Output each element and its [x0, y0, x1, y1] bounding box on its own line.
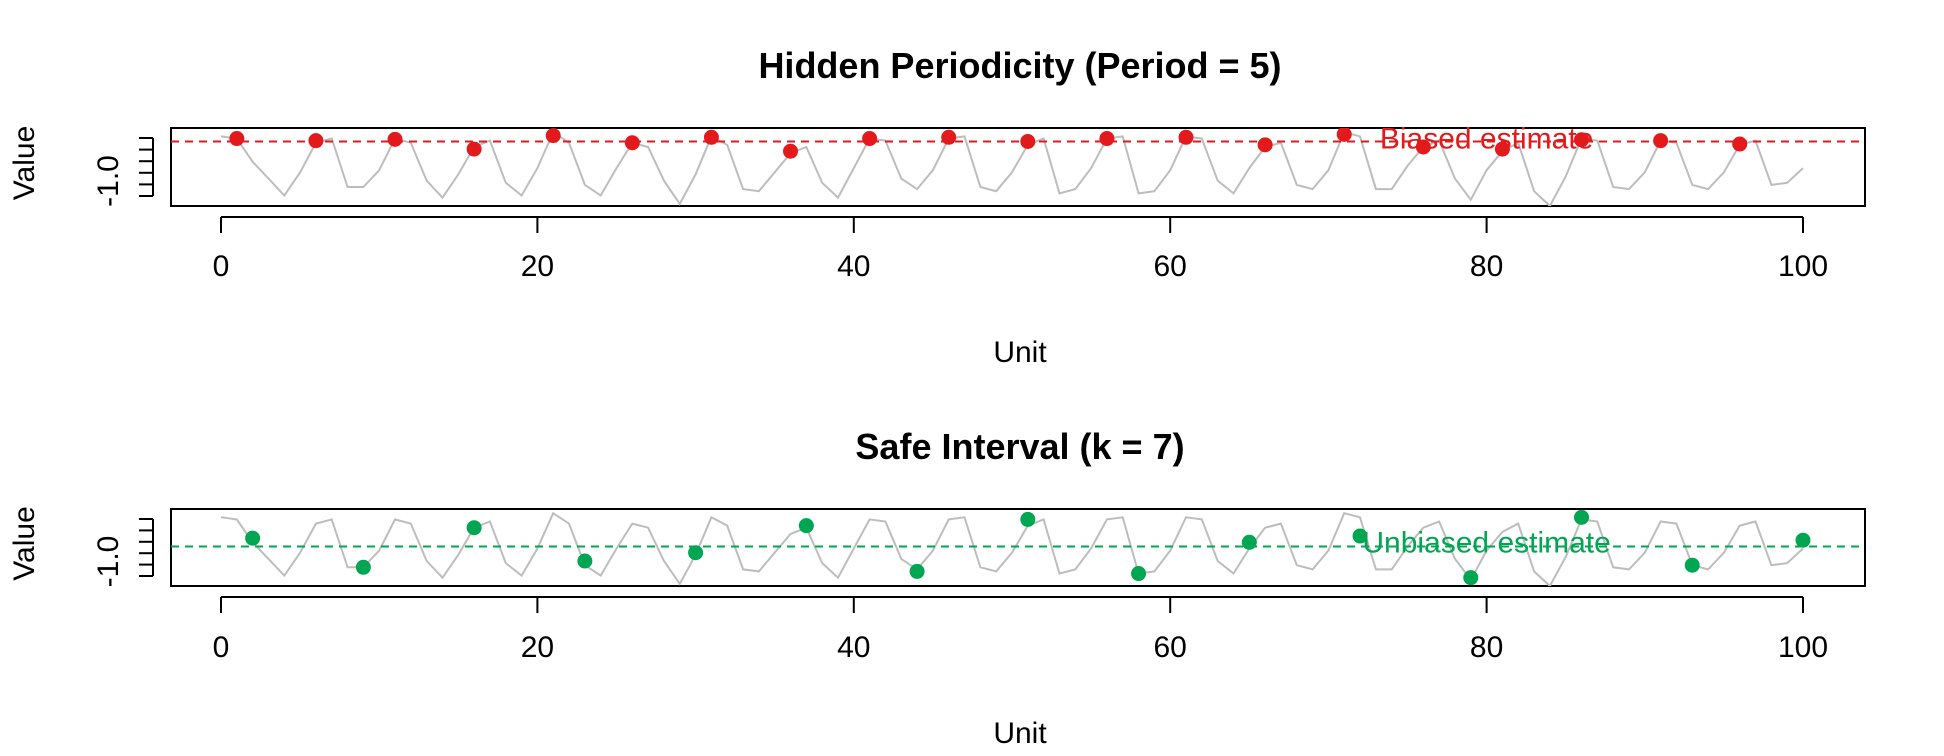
x-tick-label: 80	[1470, 631, 1503, 664]
x-tick-label: 20	[521, 631, 554, 664]
data-point	[909, 563, 925, 579]
plot-area	[171, 128, 1865, 206]
x-tick-label: 0	[213, 250, 230, 283]
data-point	[1178, 129, 1194, 145]
x-tick-label: 20	[521, 250, 554, 283]
data-point	[1415, 139, 1431, 155]
x-tick-label: 60	[1154, 631, 1187, 664]
data-point	[1684, 557, 1700, 573]
y-tick-label: -1.0	[92, 536, 125, 588]
x-tick-label: 40	[837, 250, 870, 283]
data-point	[1352, 528, 1368, 544]
data-point	[1494, 141, 1510, 157]
estimate-annotation: Biased estimate	[1380, 123, 1593, 156]
y-axis-label: Value	[8, 126, 41, 201]
data-point	[1574, 132, 1590, 148]
data-point	[308, 133, 324, 149]
data-point	[1795, 532, 1811, 548]
data-point	[355, 559, 371, 575]
x-tick-label: 100	[1778, 631, 1828, 664]
data-point	[862, 131, 878, 147]
data-point	[545, 128, 561, 144]
data-point	[1020, 133, 1036, 149]
estimate-annotation: Unbiased estimate	[1362, 526, 1610, 559]
x-axis-label: Unit	[993, 717, 1047, 750]
x-tick-label: 0	[213, 631, 230, 664]
y-tick-label: -1.0	[92, 155, 125, 207]
data-point	[1131, 566, 1147, 582]
data-point	[466, 520, 482, 536]
plot-area	[171, 509, 1865, 586]
data-point	[229, 131, 245, 147]
data-point	[1099, 131, 1115, 147]
data-point	[577, 553, 593, 569]
data-point	[1336, 128, 1352, 142]
data-point	[1732, 136, 1748, 152]
x-tick-label: 60	[1154, 250, 1187, 283]
chart-title: Hidden Periodicity (Period = 5)	[758, 45, 1281, 86]
data-point	[783, 143, 799, 159]
data-point	[466, 141, 482, 157]
data-point	[1574, 509, 1590, 525]
x-axis-label: Unit	[993, 336, 1047, 369]
plot-frame	[170, 508, 1866, 587]
series-line	[220, 511, 1804, 586]
data-point	[1257, 137, 1273, 153]
x-tick-label: 80	[1470, 250, 1503, 283]
data-point	[1020, 511, 1036, 527]
data-point	[703, 129, 719, 145]
data-point	[941, 129, 957, 145]
plot-frame	[170, 127, 1866, 207]
data-point	[245, 530, 261, 546]
data-point	[1241, 534, 1257, 550]
data-point	[624, 135, 640, 151]
x-tick-label: 100	[1778, 250, 1828, 283]
data-point	[798, 518, 814, 534]
y-axis-label: Value	[8, 506, 41, 581]
series-line	[220, 130, 1804, 206]
data-point	[1463, 570, 1479, 586]
data-point	[688, 545, 704, 561]
chart-title: Safe Interval (k = 7)	[855, 426, 1184, 467]
data-point	[387, 131, 403, 147]
panel-2: Safe Interval (k = 7) 0 20 40 60 80 100 Unit -1.…	[8, 426, 1866, 750]
panel-1: Hidden Periodicity (Period = 5) 0 20 40 60 80…	[8, 45, 1866, 369]
x-tick-label: 40	[837, 631, 870, 664]
data-point	[1653, 133, 1669, 149]
